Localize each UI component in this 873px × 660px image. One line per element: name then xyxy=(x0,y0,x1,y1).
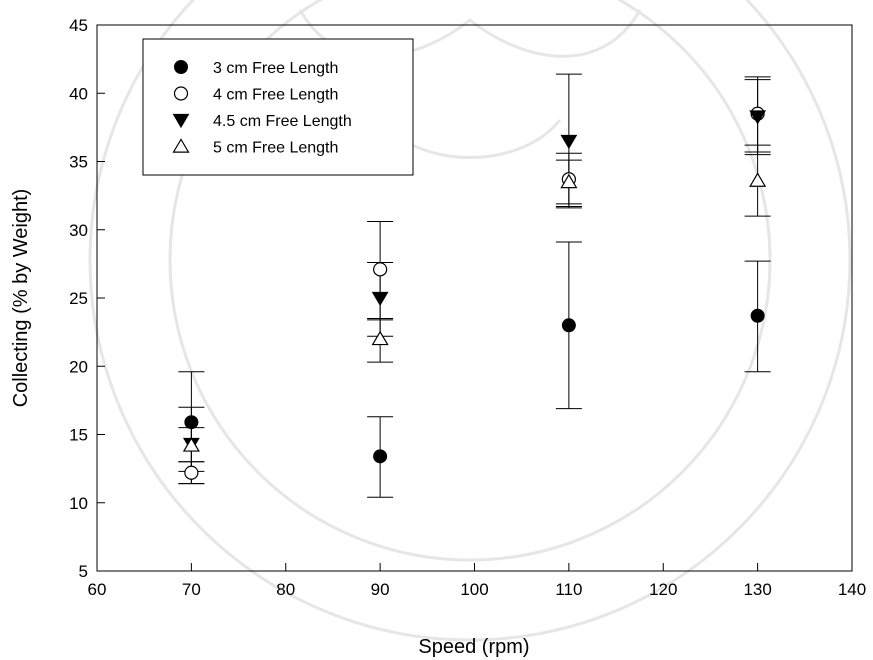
x-axis-ticks: 60 70 80 90 100 110 120 130 140 xyxy=(88,563,866,599)
legend-label-2: 4 cm Free Length xyxy=(213,87,338,104)
data-point-series-3 xyxy=(560,134,578,150)
legend-marker-4 xyxy=(172,138,190,153)
data-point-series-2 xyxy=(373,262,388,277)
data-point-series-1 xyxy=(373,449,388,464)
x-tick-label: 80 xyxy=(276,580,295,599)
y-axis-ticks: 5 10 15 20 25 30 35 40 45 xyxy=(69,16,105,581)
legend-marker-1 xyxy=(174,60,188,74)
x-tick-label: 90 xyxy=(371,580,390,599)
legend-marker-2 xyxy=(173,86,189,101)
x-tick-label: 100 xyxy=(460,580,488,599)
data-point-series-1 xyxy=(184,415,199,430)
legend-marker-3 xyxy=(172,113,190,129)
data-point-series-2 xyxy=(184,465,199,480)
data-marks xyxy=(178,73,771,498)
y-tick-label: 15 xyxy=(69,426,88,445)
data-point-series-4 xyxy=(182,437,200,452)
x-tick-label: 120 xyxy=(649,580,677,599)
x-tick-label: 70 xyxy=(182,580,201,599)
y-tick-label: 25 xyxy=(69,289,88,308)
legend: 3 cm Free Length 4 cm Free Length 4.5 cm F… xyxy=(142,38,414,176)
x-tick-label: 130 xyxy=(743,580,771,599)
y-tick-label: 30 xyxy=(69,221,88,240)
data-point-series-1 xyxy=(561,318,576,333)
y-tick-label: 10 xyxy=(69,494,88,513)
legend-label-1: 3 cm Free Length xyxy=(213,60,338,77)
x-tick-label: 110 xyxy=(555,580,582,599)
data-point-series-3 xyxy=(749,110,766,125)
y-tick-label: 45 xyxy=(69,16,88,35)
y-tick-label: 20 xyxy=(69,357,88,376)
data-point-series-1 xyxy=(750,308,765,323)
x-axis-title: Speed (rpm) xyxy=(418,636,529,658)
x-tick-label: 140 xyxy=(838,580,866,599)
y-tick-label: 5 xyxy=(79,562,88,581)
legend-label-3: 4.5 cm Free Length xyxy=(213,113,352,130)
data-point-series-4 xyxy=(560,173,578,189)
y-tick-label: 35 xyxy=(69,153,88,172)
y-tick-label: 40 xyxy=(69,84,88,103)
data-point-series-4 xyxy=(749,172,767,187)
data-point-series-3 xyxy=(371,291,389,307)
y-axis-title: Collecting (% by Weight) xyxy=(10,189,32,408)
legend-label-4: 5 cm Free Length xyxy=(213,140,338,157)
x-tick-label: 60 xyxy=(88,580,107,599)
data-point-series-4 xyxy=(371,330,389,346)
